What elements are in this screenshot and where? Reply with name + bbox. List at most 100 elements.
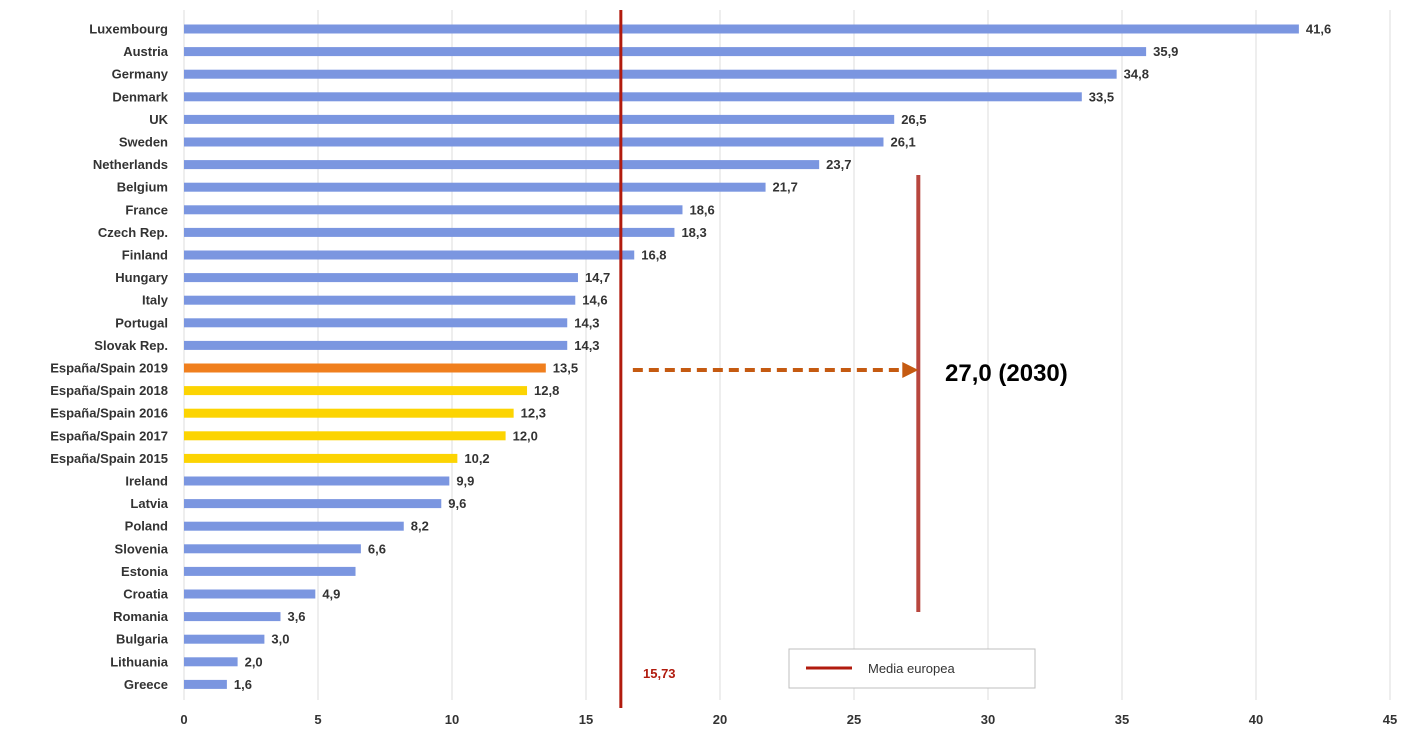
- bar-denmark: [184, 92, 1082, 102]
- x-tick-label-20: 20: [713, 712, 727, 727]
- value-label-hungary: 14,7: [585, 270, 610, 285]
- value-label-uk: 26,5: [901, 112, 926, 127]
- bar-hungary: [184, 273, 578, 283]
- category-label-portugal: Portugal: [115, 315, 168, 330]
- category-label-lithuania: Lithuania: [110, 654, 169, 669]
- category-label-finland: Finland: [122, 248, 168, 263]
- bar-italy: [184, 295, 576, 305]
- bar-romania: [184, 612, 281, 622]
- category-label-germany: Germany: [112, 67, 169, 82]
- category-label-luxembourg: Luxembourg: [89, 22, 168, 37]
- category-label-espana-spain-2015: España/Spain 2015: [50, 451, 168, 466]
- mean-label: 15,73: [643, 666, 676, 681]
- category-label-estonia: Estonia: [121, 564, 169, 579]
- value-label-portugal: 14,3: [574, 315, 599, 330]
- bar-poland: [184, 521, 404, 531]
- bar-sweden: [184, 137, 884, 147]
- bar-germany: [184, 69, 1117, 79]
- bar-slovak-rep: [184, 340, 568, 350]
- value-label-sweden: 26,1: [890, 135, 915, 150]
- category-label-austria: Austria: [123, 44, 169, 59]
- value-label-france: 18,6: [689, 202, 714, 217]
- value-label-germany: 34,8: [1124, 67, 1149, 82]
- category-label-denmark: Denmark: [112, 89, 168, 104]
- bar-france: [184, 205, 683, 215]
- value-label-romania: 3,6: [287, 609, 305, 624]
- bar-greece: [184, 679, 227, 689]
- value-label-poland: 8,2: [411, 519, 429, 534]
- bar-espana-spain-2019: [184, 363, 546, 373]
- value-label-luxembourg: 41,6: [1306, 22, 1331, 37]
- category-label-poland: Poland: [125, 519, 168, 534]
- category-label-sweden: Sweden: [119, 135, 168, 150]
- x-tick-label-0: 0: [180, 712, 187, 727]
- category-label-croatia: Croatia: [123, 587, 169, 602]
- bar-latvia: [184, 499, 442, 509]
- category-label-espana-spain-2016: España/Spain 2016: [50, 406, 168, 421]
- x-tick-label-45: 45: [1383, 712, 1397, 727]
- x-tick-label-40: 40: [1249, 712, 1263, 727]
- value-label-espana-spain-2019: 13,5: [553, 361, 578, 376]
- category-label-uk: UK: [149, 112, 168, 127]
- category-label-latvia: Latvia: [130, 496, 168, 511]
- value-label-latvia: 9,6: [448, 496, 466, 511]
- bar-ireland: [184, 476, 450, 486]
- category-label-espana-spain-2019: España/Spain 2019: [50, 361, 168, 376]
- value-label-slovenia: 6,6: [368, 541, 386, 556]
- value-label-denmark: 33,5: [1089, 89, 1114, 104]
- bar-uk: [184, 114, 895, 124]
- category-label-espana-spain-2017: España/Spain 2017: [50, 428, 168, 443]
- bar-espana-spain-2018: [184, 386, 528, 396]
- value-label-greece: 1,6: [234, 677, 252, 692]
- category-label-czech-rep: Czech Rep.: [98, 225, 168, 240]
- bar-estonia: [184, 566, 356, 576]
- bar-espana-spain-2016: [184, 408, 514, 418]
- category-label-hungary: Hungary: [115, 270, 169, 285]
- value-label-bulgaria: 3,0: [271, 632, 289, 647]
- bar-finland: [184, 250, 635, 260]
- x-tick-label-30: 30: [981, 712, 995, 727]
- category-label-espana-spain-2018: España/Spain 2018: [50, 383, 168, 398]
- bar-belgium: [184, 182, 766, 192]
- bar-portugal: [184, 318, 568, 328]
- value-label-finland: 16,8: [641, 248, 666, 263]
- value-label-italy: 14,6: [582, 293, 607, 308]
- target-label: 27,0 (2030): [945, 360, 1068, 387]
- legend-entry-media-europea: Media europea: [868, 661, 955, 676]
- overlay-layer: [619, 10, 921, 708]
- ticks-layer: 0 5 10 15 20 25 30 35 40 45: [180, 712, 1397, 727]
- x-tick-label-35: 35: [1115, 712, 1129, 727]
- x-tick-label-10: 10: [445, 712, 459, 727]
- bar-espana-spain-2015: [184, 453, 458, 463]
- x-tick-label-25: 25: [847, 712, 861, 727]
- category-label-greece: Greece: [124, 677, 168, 692]
- value-label-croatia: 4,9: [322, 587, 340, 602]
- x-tick-label-15: 15: [579, 712, 593, 727]
- bar-espana-spain-2017: [184, 431, 506, 441]
- value-label-czech-rep: 18,3: [681, 225, 706, 240]
- bar-lithuania: [184, 657, 238, 667]
- category-label-netherlands: Netherlands: [93, 157, 168, 172]
- value-label-espana-spain-2018: 12,8: [534, 383, 559, 398]
- value-label-netherlands: 23,7: [826, 157, 851, 172]
- value-label-espana-spain-2016: 12,3: [521, 406, 546, 421]
- value-label-espana-spain-2017: 12,0: [513, 428, 538, 443]
- category-label-romania: Romania: [113, 609, 169, 624]
- value-label-lithuania: 2,0: [245, 654, 263, 669]
- value-label-espana-spain-2015: 10,2: [464, 451, 489, 466]
- legend: Media europea: [788, 648, 1036, 689]
- category-label-italy: Italy: [142, 293, 169, 308]
- value-label-austria: 35,9: [1153, 44, 1178, 59]
- value-label-ireland: 9,9: [456, 474, 474, 489]
- category-label-slovenia: Slovenia: [115, 541, 169, 556]
- category-label-bulgaria: Bulgaria: [116, 632, 169, 647]
- grid-layer: [183, 10, 1391, 700]
- category-label-france: France: [125, 202, 168, 217]
- bar-austria: [184, 47, 1147, 57]
- category-label-belgium: Belgium: [117, 180, 168, 195]
- target-arrow-head: [902, 362, 919, 378]
- bar-slovenia: [184, 544, 361, 554]
- bar-netherlands: [184, 160, 820, 170]
- value-label-slovak-rep: 14,3: [574, 338, 599, 353]
